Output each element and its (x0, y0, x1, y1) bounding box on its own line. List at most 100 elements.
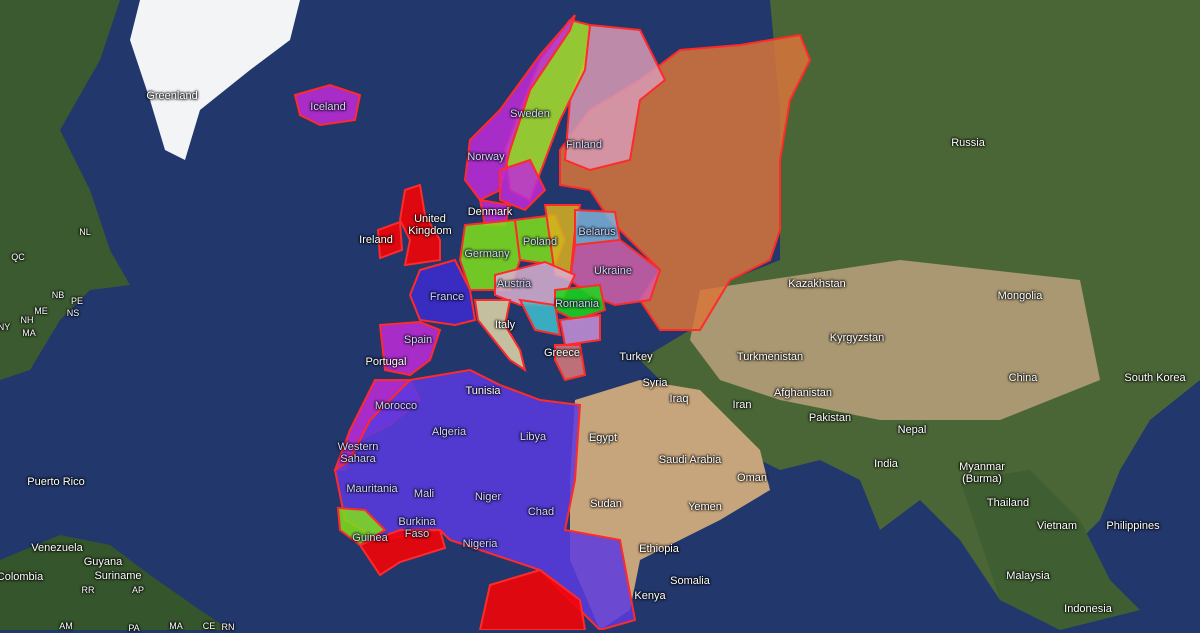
label-niger[interactable]: Niger (474, 491, 502, 503)
label-colombia[interactable]: Colombia (0, 571, 44, 583)
label-pa[interactable]: PA (128, 623, 140, 633)
label-qc[interactable]: QC (11, 252, 25, 262)
label-ce[interactable]: CE (202, 621, 216, 631)
label-iceland[interactable]: Iceland (310, 101, 346, 113)
label-am[interactable]: AM (59, 621, 73, 631)
country-north-africa[interactable] (333, 368, 637, 630)
label-suriname[interactable]: Suriname (94, 570, 142, 582)
country-bulgaria[interactable] (558, 313, 601, 347)
label-ethiopia[interactable]: Ethiopia (639, 543, 679, 555)
label-malaysia[interactable]: Malaysia (1006, 570, 1050, 582)
label-ma-br[interactable]: MA (169, 621, 183, 631)
label-china[interactable]: China (1008, 372, 1038, 384)
label-ns[interactable]: NS (66, 308, 80, 318)
label-iraq[interactable]: Iraq (669, 393, 689, 405)
label-puerto-rico[interactable]: Puerto Rico (27, 476, 85, 488)
label-belarus[interactable]: Belarus (578, 226, 616, 238)
label-france[interactable]: France (429, 291, 465, 303)
label-nl[interactable]: NL (79, 227, 91, 237)
label-south-korea[interactable]: South Korea (1124, 372, 1186, 384)
country-balkans[interactable] (518, 298, 562, 337)
label-nb[interactable]: NB (51, 290, 65, 300)
label-morocco[interactable]: Morocco (374, 400, 418, 412)
label-ma-us[interactable]: MA (22, 328, 36, 338)
label-mauritania[interactable]: Mauritania (346, 483, 398, 495)
label-mongolia[interactable]: Mongolia (997, 290, 1043, 302)
label-vietnam[interactable]: Vietnam (1036, 520, 1078, 532)
label-greece[interactable]: Greece (543, 347, 581, 359)
label-nepal[interactable]: Nepal (897, 424, 927, 436)
label-kenya[interactable]: Kenya (634, 590, 666, 602)
label-kyrgyzstan[interactable]: Kyrgyzstan (829, 332, 885, 344)
label-ukraine[interactable]: Ukraine (594, 265, 632, 277)
label-rr[interactable]: RR (81, 585, 95, 595)
label-mali[interactable]: Mali (413, 488, 435, 500)
label-egypt[interactable]: Egypt (588, 432, 618, 444)
label-iran[interactable]: Iran (732, 399, 752, 411)
label-algeria[interactable]: Algeria (431, 426, 467, 438)
land-central-asia-desert (690, 260, 1100, 420)
label-syria[interactable]: Syria (642, 377, 668, 389)
label-portugal[interactable]: Portugal (365, 356, 407, 368)
country-united-kingdom[interactable] (398, 183, 441, 267)
label-finland[interactable]: Finland (565, 139, 603, 151)
label-somalia[interactable]: Somalia (670, 575, 710, 587)
label-india[interactable]: India (874, 458, 898, 470)
label-denmark[interactable]: Denmark (467, 206, 513, 218)
label-turkmenistan[interactable]: Turkmenistan (736, 351, 804, 363)
label-spain[interactable]: Spain (403, 334, 433, 346)
country-iceland[interactable] (293, 83, 362, 127)
label-me[interactable]: ME (34, 306, 48, 316)
label-sudan[interactable]: Sudan (590, 498, 622, 510)
label-norway[interactable]: Norway (467, 151, 505, 163)
label-thailand[interactable]: Thailand (986, 497, 1030, 509)
label-myanmar[interactable]: Myanmar (Burma) (959, 461, 1005, 485)
country-greece[interactable] (554, 344, 587, 382)
label-sweden[interactable]: Sweden (510, 108, 550, 120)
country-spain[interactable] (378, 320, 442, 377)
label-kazakhstan[interactable]: Kazakhstan (788, 278, 846, 290)
label-greenland: Greenland (146, 90, 198, 102)
country-guinea[interactable] (336, 506, 387, 547)
label-russia[interactable]: Russia (951, 137, 985, 149)
label-poland[interactable]: Poland (522, 236, 558, 248)
label-austria[interactable]: Austria (496, 278, 532, 290)
label-ireland[interactable]: Ireland (359, 234, 393, 246)
label-germany[interactable]: Germany (464, 248, 510, 260)
label-pakistan[interactable]: Pakistan (808, 412, 852, 424)
label-philippines[interactable]: Philippines (1106, 520, 1160, 532)
label-guyana[interactable]: Guyana (83, 556, 123, 568)
label-chad[interactable]: Chad (527, 506, 555, 518)
label-indonesia[interactable]: Indonesia (1064, 603, 1112, 615)
label-nh[interactable]: NH (20, 315, 34, 325)
label-guinea[interactable]: Guinea (352, 532, 388, 544)
label-nigeria[interactable]: Nigeria (462, 538, 498, 550)
label-rn[interactable]: RN (221, 622, 235, 632)
country-italy[interactable] (473, 299, 527, 373)
label-united-kingdom[interactable]: United Kingdom (408, 213, 452, 237)
country-central-africa-red[interactable] (478, 568, 587, 630)
label-oman[interactable]: Oman (737, 472, 767, 484)
land-north-america (0, 0, 130, 380)
country-france[interactable] (408, 258, 477, 327)
label-italy[interactable]: Italy (494, 319, 516, 331)
label-western-sahara[interactable]: Western Sahara (337, 441, 379, 465)
label-pe[interactable]: PE (70, 296, 84, 306)
land-greenland (130, 0, 300, 160)
label-romania[interactable]: Romania (554, 298, 600, 310)
label-tunisia[interactable]: Tunisia (465, 385, 501, 397)
land-south-america (0, 535, 230, 630)
label-afghanistan[interactable]: Afghanistan (773, 387, 833, 399)
country-baltic[interactable] (499, 158, 547, 212)
label-turkey[interactable]: Turkey (619, 351, 653, 363)
label-yemen[interactable]: Yemen (688, 501, 722, 513)
label-ap[interactable]: AP (131, 585, 145, 595)
country-ireland[interactable] (376, 220, 404, 260)
label-libya[interactable]: Libya (519, 431, 547, 443)
label-venezuela[interactable]: Venezuela (31, 542, 83, 554)
label-burkina-faso[interactable]: Burkina Faso (398, 516, 436, 540)
country-west-africa-red[interactable] (358, 529, 447, 577)
label-saudi-arabia[interactable]: Saudi Arabia (658, 454, 722, 466)
label-ny[interactable]: NY (0, 322, 11, 332)
